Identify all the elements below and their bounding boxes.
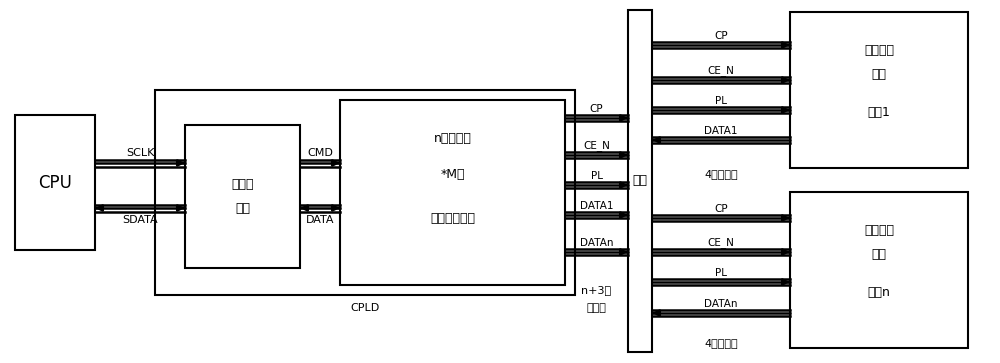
Text: CP: CP	[590, 104, 603, 114]
Text: CPU: CPU	[38, 174, 72, 192]
Text: CP: CP	[714, 204, 728, 214]
Text: 模块: 模块	[235, 202, 250, 215]
Text: 模块: 模块	[872, 68, 887, 81]
Bar	[790, 12, 968, 168]
Text: 背板: 背板	[633, 175, 648, 188]
Text: CMD: CMD	[307, 148, 333, 158]
Text: 并串转换: 并串转换	[864, 224, 894, 237]
Text: CE_N: CE_N	[708, 237, 734, 248]
Bar	[790, 192, 968, 348]
Text: 4根信号线: 4根信号线	[704, 169, 738, 179]
Text: DATAn: DATAn	[580, 238, 613, 248]
Bar	[628, 10, 652, 352]
Text: CP: CP	[714, 31, 728, 41]
Text: 单板1: 单板1	[868, 106, 890, 118]
Bar	[155, 90, 575, 295]
Text: SDATA: SDATA	[122, 215, 158, 225]
Text: 模块: 模块	[872, 248, 887, 261]
Text: DATA1: DATA1	[580, 201, 613, 211]
Text: DATA1: DATA1	[704, 126, 738, 136]
Text: n+3根: n+3根	[581, 285, 612, 295]
Text: PL: PL	[715, 268, 727, 278]
Text: 编解码: 编解码	[231, 178, 254, 191]
Bar	[340, 100, 565, 285]
Text: 信号线: 信号线	[587, 303, 606, 313]
Text: SCLK: SCLK	[126, 148, 154, 158]
Text: 并串转换: 并串转换	[864, 44, 894, 57]
Text: 单板n: 单板n	[868, 286, 890, 298]
Text: PL: PL	[590, 171, 602, 181]
Text: CE_N: CE_N	[583, 140, 610, 151]
Text: PL: PL	[715, 96, 727, 106]
Text: *M位: *M位	[440, 168, 465, 182]
Text: n个寄存器: n个寄存器	[434, 131, 471, 144]
Bar	[15, 115, 95, 250]
Text: CE_N: CE_N	[708, 66, 734, 77]
Text: DATA: DATA	[306, 215, 334, 225]
Bar	[185, 125, 300, 268]
Text: 4根信号线: 4根信号线	[704, 338, 738, 348]
Text: DATAn: DATAn	[704, 299, 738, 309]
Text: CPLD: CPLD	[350, 303, 380, 313]
Text: 串并转换模块: 串并转换模块	[430, 212, 475, 224]
